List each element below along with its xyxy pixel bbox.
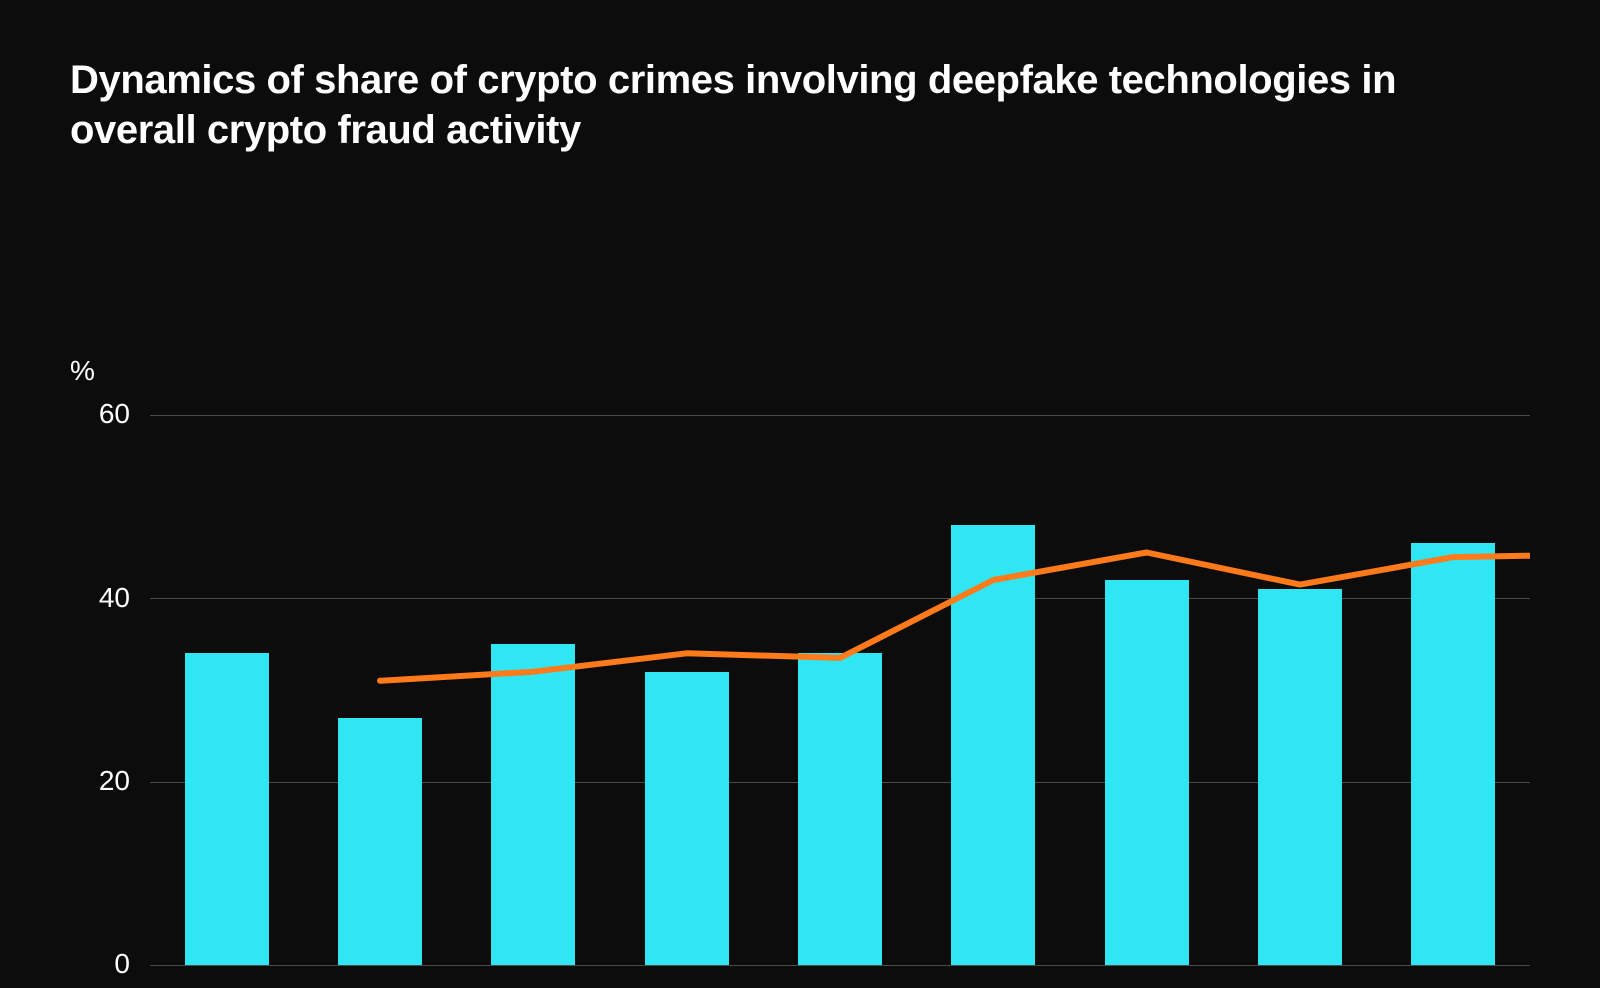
bar [951,525,1035,965]
y-tick-label: 60 [70,398,130,430]
y-tick-label: 40 [70,582,130,614]
bar [798,653,882,965]
y-tick-label: 20 [70,765,130,797]
bar [645,672,729,965]
plot-area [150,415,1530,965]
bar [1105,580,1189,965]
y-axis-unit-label: % [70,355,95,387]
gridline [150,965,1530,966]
bar [185,653,269,965]
bar [1411,543,1495,965]
bar [491,644,575,965]
bar [1258,589,1342,965]
chart-title: Dynamics of share of crypto crimes invol… [70,55,1530,155]
gridline [150,415,1530,416]
y-tick-label: 0 [70,948,130,980]
bar [338,718,422,966]
